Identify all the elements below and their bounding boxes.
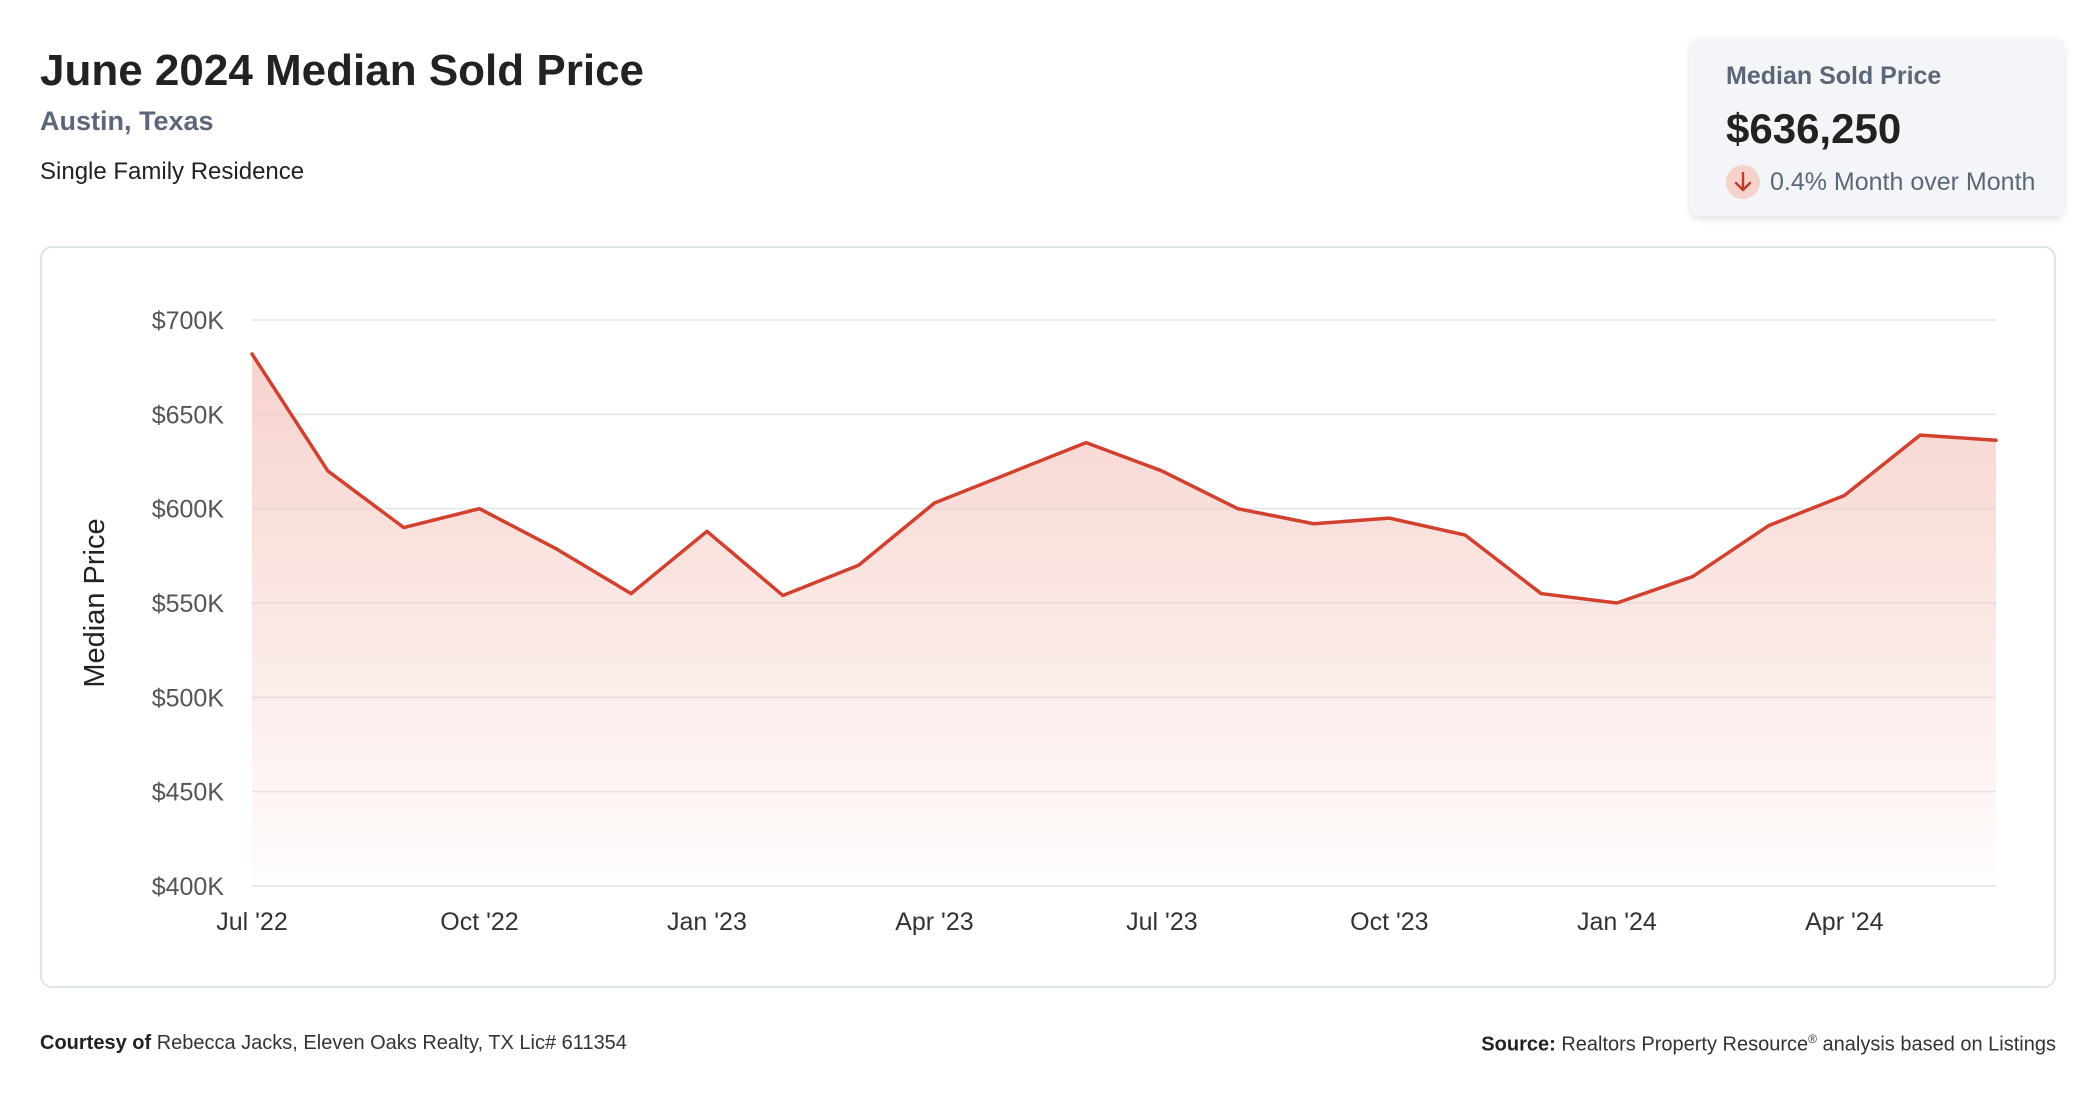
source-footer: Source: Realtors Property Resource® anal… — [1481, 1032, 2056, 1057]
median-price-card: Median Sold Price $636,250 0.4% Month ov… — [1690, 38, 2064, 216]
source-text: Realtors Property Resource — [1561, 1033, 1809, 1056]
y-tick-label: $450K — [152, 779, 225, 807]
source-suffix: analysis based on Listings — [1822, 1033, 2056, 1056]
x-tick-label: Jan '24 — [1577, 908, 1657, 936]
courtesy-label: Courtesy of — [40, 1032, 152, 1054]
x-tick-label: Jul '22 — [216, 908, 287, 936]
area-fill — [252, 353, 1996, 887]
location-subtitle: Austin, Texas — [40, 106, 214, 136]
y-tick-label: $600K — [152, 496, 225, 524]
x-tick-label: Oct '22 — [440, 908, 518, 936]
source-label: Source: — [1481, 1033, 1556, 1056]
x-tick-label: Jul '23 — [1126, 908, 1197, 936]
y-tick-label: $700K — [152, 307, 225, 335]
stat-value: $636,250 — [1726, 105, 1902, 152]
x-tick-label: Apr '24 — [1805, 908, 1884, 936]
x-tick-label: Oct '23 — [1350, 908, 1428, 936]
x-tick-label: Apr '23 — [895, 908, 973, 936]
y-tick-label: $400K — [152, 873, 225, 901]
change-text: 0.4% Month over Month — [1770, 167, 2036, 196]
chart-panel: $700K $650K $600K $550K $500K $450K $400K Jul '… — [40, 246, 2056, 988]
courtesy-text: Rebecca Jacks, Eleven Oaks Realty, TX Li… — [156, 1032, 627, 1054]
arrow-down-icon — [1726, 165, 1760, 199]
x-tick-label: Jan '23 — [667, 908, 747, 936]
page-title: June 2024 Median Sold Price — [40, 46, 645, 95]
registered-mark: ® — [1808, 1032, 1817, 1046]
stat-label: Median Sold Price — [1726, 62, 1942, 90]
y-tick-label: $650K — [152, 401, 225, 429]
y-axis-label: Median Price — [79, 518, 111, 687]
series-line — [250, 352, 1998, 605]
stat-change: 0.4% Month over Month — [1726, 165, 2064, 199]
courtesy-footer: Courtesy of Rebecca Jacks, Eleven Oaks R… — [40, 1032, 627, 1055]
y-tick-label: $550K — [152, 590, 225, 618]
property-type: Single Family Residence — [40, 158, 305, 185]
median-price-chart: $700K $650K $600K $550K $500K $450K $400K Jul '… — [79, 307, 1998, 936]
y-tick-label: $500K — [152, 684, 225, 712]
